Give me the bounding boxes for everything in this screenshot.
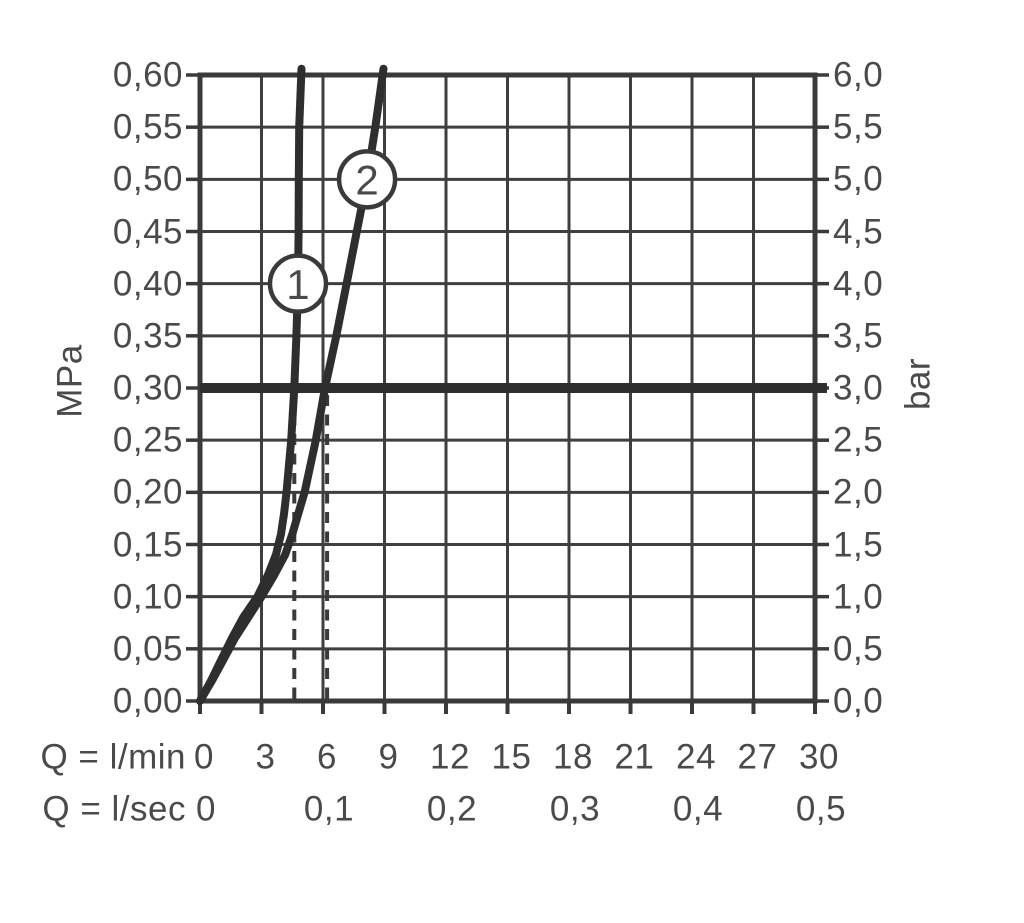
x-lsec-tick-label: 0 [196,789,216,829]
y-left-tick-label: 0,35 [112,316,183,356]
y-right-tick-label: 3,5 [833,316,884,356]
curve-marker-number-2: 2 [355,156,378,203]
x-lsec-tick-label: 0,3 [549,789,601,829]
y-right-tick-label: 4,5 [833,212,884,251]
y-left-tick-label: 0,20 [112,472,183,512]
curve-marker-number-1: 1 [286,261,309,308]
y-right-tick-label: 4,0 [833,264,884,304]
y-right-tick-label: 0,0 [833,681,884,721]
y-right-tick-label: 6,0 [833,55,884,95]
y-left-tick-label: 0,45 [112,212,183,251]
x-axis-lsec-label: Q = l/sec [42,789,186,829]
x-lmin-tick-label: 18 [553,737,593,777]
x-lsec-tick-label: 0,4 [672,789,724,829]
y-left-tick-label: 0,60 [112,55,183,95]
x-lsec-tick-label: 0,1 [303,789,355,829]
y-left-tick-label: 0,05 [112,629,183,669]
y-right-tick-label: 3,0 [833,368,884,408]
x-lmin-tick-label: 6 [317,737,337,777]
y-left-tick-label: 0,00 [112,681,183,721]
y-left-tick-label: 0,30 [112,368,183,408]
curve-marker-circle-1 [267,253,329,314]
y-right-tick-label: 1,0 [833,577,884,617]
curve-2 [196,64,388,705]
y-axis-left-unit-label: MPa [50,344,90,418]
curve-marker-circle-2 [336,149,398,210]
y-left-tick-label: 0,40 [112,264,183,304]
y-left-tick-label: 0,15 [112,525,183,564]
x-lsec-tick-label: 0,5 [795,789,847,829]
x-lmin-tick-label: 15 [491,737,532,777]
x-lmin-tick-label: 30 [799,737,839,777]
x-lmin-tick-label: 3 [255,737,276,777]
y-right-tick-label: 0,5 [833,629,884,669]
x-lmin-tick-label: 12 [430,737,470,777]
y-right-tick-label: 5,5 [833,107,884,147]
x-axis-lmin-label: Q = l/min [40,737,186,777]
y-right-tick-label: 1,5 [833,525,884,564]
x-lmin-tick-label: 24 [676,737,716,777]
y-left-tick-label: 0,10 [112,577,183,617]
x-lmin-tick-label: 0 [194,737,214,777]
y-left-tick-label: 0,25 [112,420,183,460]
y-left-tick-label: 0,55 [112,107,183,147]
x-lsec-tick-label: 0,2 [426,789,478,829]
x-lmin-tick-label: 21 [614,737,655,777]
y-right-tick-label: 5,0 [833,159,884,199]
y-right-tick-label: 2,5 [833,420,884,460]
y-axis-right-unit-label: bar [898,357,938,411]
y-left-tick-label: 0,50 [112,159,183,199]
y-right-tick-label: 2,0 [833,472,884,512]
x-lmin-tick-label: 9 [378,737,399,777]
x-lmin-tick-label: 27 [737,737,778,777]
